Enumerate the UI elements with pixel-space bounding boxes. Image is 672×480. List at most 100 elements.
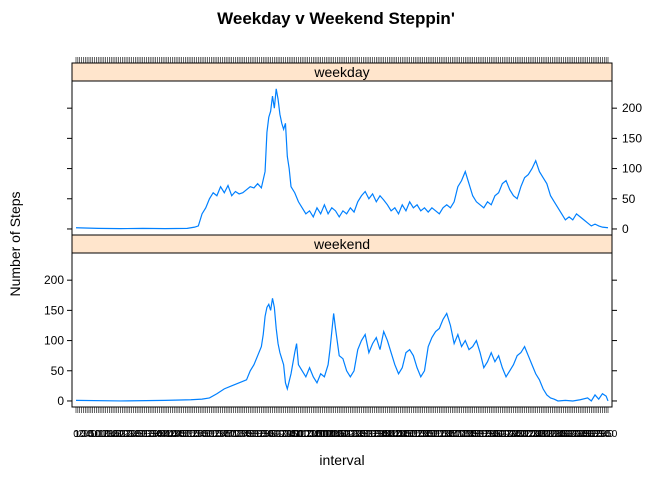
x-tick-label: 1130 (321, 429, 343, 440)
strip-label-weekday: weekday (313, 64, 369, 80)
x-tick-label: 1010 (291, 429, 314, 440)
x-tick-label: 1330 (365, 429, 388, 440)
x-tick-label: 1110 (314, 429, 335, 440)
x-tick-label: 1850 (484, 429, 507, 440)
x-tick-label: 200 (112, 429, 129, 440)
x-tick-label: 1800 (465, 429, 488, 440)
x-tick-label: 300 (134, 429, 151, 440)
x-tick-label: 1720 (450, 429, 473, 440)
x-tick-label: 1550 (417, 429, 440, 440)
x-tick-label: 350 (153, 429, 170, 440)
panel-weekday: weekday 0 50 100 150 200 (67, 62, 642, 236)
x-tick-label: 440 (171, 429, 188, 440)
x-tick-label: 10 (74, 429, 86, 440)
x-tick-label: 1200 (332, 429, 355, 440)
x-tick-label: 2200 (554, 429, 577, 440)
x-tick-label: 830 (257, 429, 274, 440)
x-tick-label: 730 (234, 429, 251, 440)
x-tick-label: 810 (249, 429, 266, 440)
x-tick-label: 720 (231, 429, 248, 440)
x-tick-label: 320 (142, 429, 159, 440)
x-tick-label: 1710 (447, 429, 470, 440)
x-tick-label: 1220 (339, 429, 362, 440)
x-tick-label: 1630 (432, 429, 455, 440)
x-tick-label: 1520 (406, 429, 429, 440)
x-tick-label: 1440 (391, 429, 414, 440)
x-tick-label: 1340 (369, 429, 392, 440)
x-tick-label: 1250 (350, 429, 373, 440)
x-tick-label: 1840 (480, 429, 503, 440)
x-tick-label: 820 (253, 429, 270, 440)
x-tick-label: 2050 (528, 429, 551, 440)
x-tick-label: 2040 (525, 429, 548, 440)
x-tick-label: 20 (78, 429, 90, 440)
x-tick-label: 310 (138, 429, 155, 440)
x-tick-label: 1310 (358, 429, 381, 440)
plot-area-weekend (71, 252, 613, 408)
x-ticks-top-marks (75, 57, 609, 63)
x-tick-label: 630 (212, 429, 229, 440)
x-tick-label: 2100 (532, 429, 555, 440)
x-tick-label: 1950 (506, 429, 529, 440)
x-tick-label: 1320 (361, 429, 384, 440)
x-tick-label: 750 (242, 429, 259, 440)
x-tick-label: 2340 (591, 429, 614, 440)
y-axis-label: Number of Steps (7, 191, 23, 296)
x-tick-label: 1420 (384, 429, 407, 440)
x-tick-label: 420 (164, 429, 181, 440)
x-tick-label: 1910 (491, 429, 514, 440)
y-tick-label: 200 (622, 101, 642, 115)
x-tick-label: 900 (268, 429, 285, 440)
x-tick-label: 1820 (473, 429, 496, 440)
x-tick-label: 940 (283, 429, 300, 440)
panel-weekend: weekend 0 50 100 150 200 (44, 234, 617, 408)
x-tick-label: 1030 (298, 429, 321, 440)
x-axis-top-ticks (75, 57, 609, 63)
x-tick-label: 520 (186, 429, 203, 440)
x-tick-label: 1930 (499, 429, 522, 440)
x-tick-label: 2320 (584, 429, 607, 440)
x-tick-label: 0 (73, 429, 79, 440)
x-tick-label: 2110 (536, 429, 558, 440)
x-tick-label: 1740 (458, 429, 481, 440)
x-tick-label: 2240 (569, 429, 592, 440)
x-tick-label: 800 (246, 429, 263, 440)
x-tick-label: 2250 (573, 429, 596, 440)
x-tick-label: 2230 (565, 429, 588, 440)
x-tick-label: 40 (85, 429, 97, 440)
x-tick-label: 140 (105, 429, 122, 440)
x-tick-label: 2140 (547, 429, 570, 440)
x-tick-label: 230 (123, 429, 140, 440)
y-tick-label: 0 (622, 222, 629, 236)
x-tick-label: 1500 (399, 429, 422, 440)
chart-title: Weekday v Weekend Steppin' (217, 9, 455, 28)
x-axis-bottom-ticks (75, 407, 609, 413)
x-tick-label: 500 (179, 429, 196, 440)
x-tick-label: 740 (238, 429, 255, 440)
x-tick-label: 450 (175, 429, 192, 440)
x-tick-label: 920 (275, 429, 292, 440)
y-tick-label: 50 (622, 192, 636, 206)
x-tick-label: 1830 (476, 429, 499, 440)
x-tick-label: 1120 (317, 429, 339, 440)
x-axis-tick-labels: 0102030405010011012013014015020021022023… (73, 429, 617, 440)
x-tick-label: 910 (272, 429, 289, 440)
x-tick-label: 30 (82, 429, 94, 440)
x-tick-label: 2300 (576, 429, 599, 440)
series-line-weekend (75, 298, 609, 402)
x-tick-label: 2210 (558, 429, 581, 440)
x-tick-label: 2000 (510, 429, 533, 440)
x-tick-label: 1730 (454, 429, 477, 440)
x-tick-label: 1230 (343, 429, 366, 440)
x-tick-label: 1900 (488, 429, 511, 440)
x-tick-label: 550 (197, 429, 214, 440)
y-tick-label: 0 (57, 394, 64, 408)
x-tick-label: 650 (220, 429, 237, 440)
x-tick-label: 110 (94, 429, 110, 440)
x-tick-label: 2130 (543, 429, 566, 440)
series-line-weekday (75, 88, 609, 230)
x-tick-label: 700 (223, 429, 240, 440)
x-tick-label: 250 (131, 429, 148, 440)
x-tick-label: 340 (149, 429, 166, 440)
y-tick-label: 50 (51, 364, 65, 378)
